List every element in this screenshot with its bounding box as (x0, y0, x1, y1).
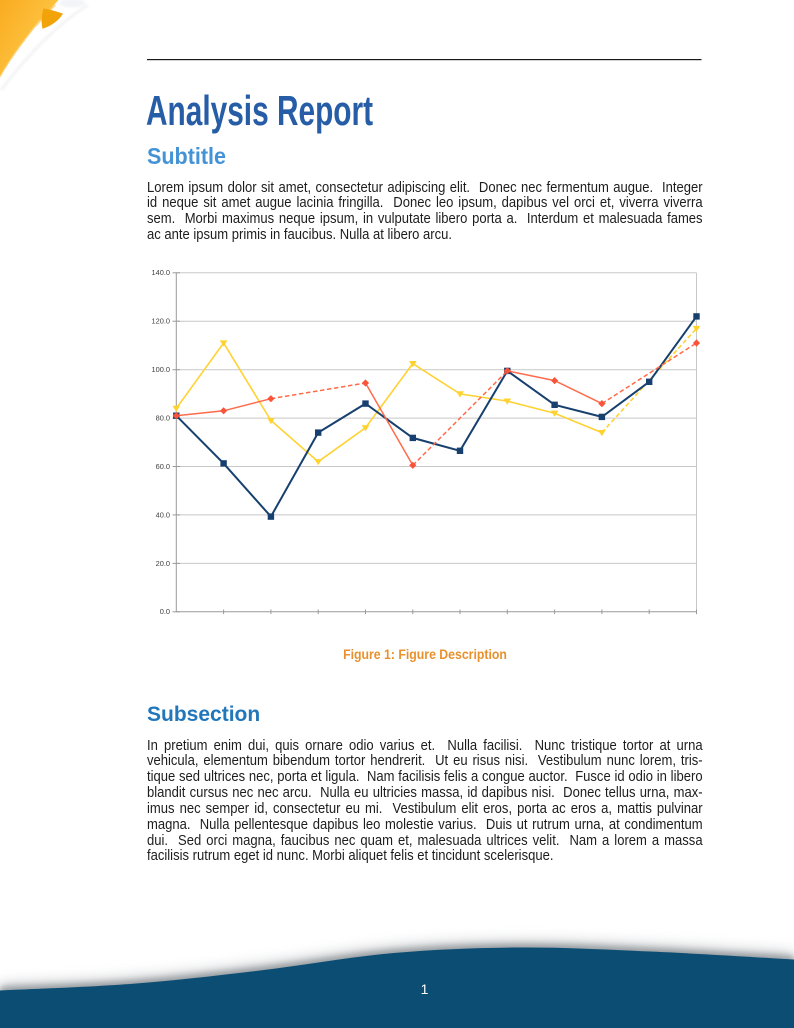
svg-text:140.0: 140.0 (152, 268, 171, 277)
svg-text:0.0: 0.0 (160, 607, 170, 616)
svg-text:120.0: 120.0 (152, 317, 171, 326)
svg-text:40.0: 40.0 (156, 510, 170, 519)
svg-text:100.0: 100.0 (152, 365, 171, 374)
svg-text:80.0: 80.0 (156, 414, 170, 423)
svg-text:60.0: 60.0 (156, 462, 170, 471)
svg-text:20.0: 20.0 (156, 559, 170, 568)
